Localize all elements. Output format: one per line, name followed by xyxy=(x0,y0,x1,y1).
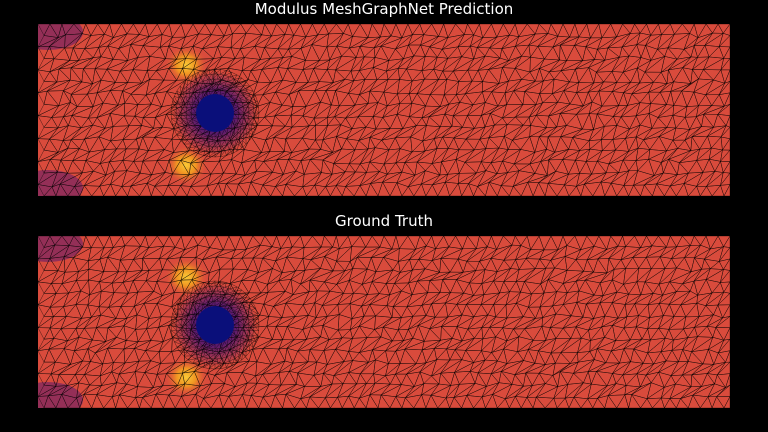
corner-low-region xyxy=(38,236,83,262)
mesh-refinement-edges xyxy=(170,68,260,158)
obstacle-circle xyxy=(196,94,234,132)
mesh-edges xyxy=(38,236,730,408)
ground-truth-mesh-plot xyxy=(38,236,730,408)
prediction-mesh-plot xyxy=(38,24,730,196)
obstacle-circle xyxy=(196,306,234,344)
field-background xyxy=(38,24,730,196)
prediction-title: Modulus MeshGraphNet Prediction xyxy=(254,0,514,18)
corner-low-region xyxy=(38,24,83,50)
ground-truth-title: Ground Truth xyxy=(335,212,433,230)
inlet-high-region xyxy=(38,255,128,395)
mesh-refinement-edges xyxy=(170,280,260,370)
corner-low-region xyxy=(38,170,83,196)
mesh-edges xyxy=(38,24,730,196)
corner-low-region xyxy=(38,382,83,408)
field-background xyxy=(38,236,730,408)
